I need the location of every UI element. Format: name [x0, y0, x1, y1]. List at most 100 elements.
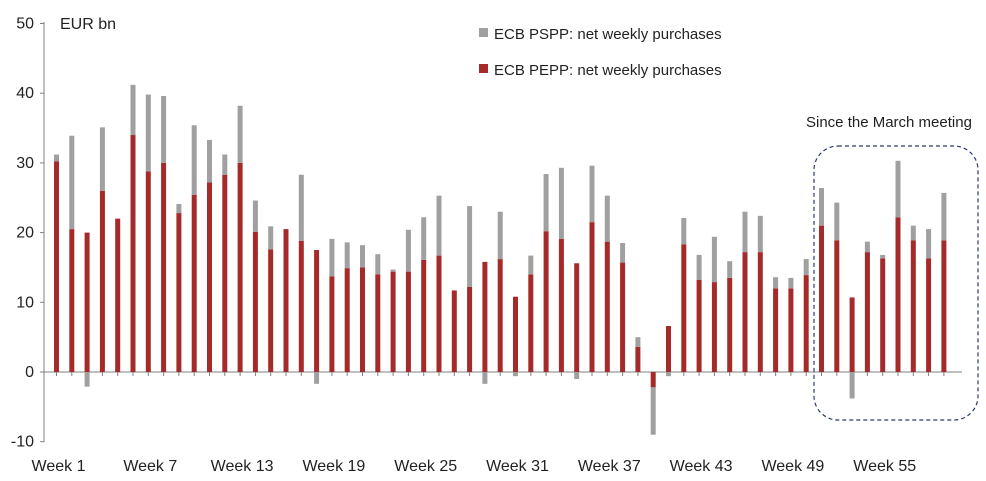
bars: [54, 84, 947, 435]
pspp-bar: [436, 195, 442, 256]
bar-week-15: [268, 226, 274, 372]
y-tick-label: 40: [16, 85, 34, 102]
bar-week-8: [161, 95, 167, 372]
pepp-bar: [650, 372, 656, 388]
pepp-bar: [54, 161, 59, 372]
bar-week-53: [849, 297, 855, 399]
pepp-bar: [604, 241, 610, 372]
pepp-bar: [176, 213, 182, 372]
pspp-bar: [222, 154, 228, 175]
y-tick-label: 30: [16, 155, 34, 172]
bar-week-34: [558, 167, 564, 372]
bar-week-6: [130, 84, 136, 372]
bar-week-25: [421, 217, 427, 372]
pspp-bar: [880, 254, 886, 259]
pspp-bar: [421, 217, 427, 260]
pspp-bar: [543, 174, 549, 232]
bar-week-32: [528, 255, 534, 372]
bar-week-41: [666, 325, 671, 377]
pspp-bar: [237, 105, 243, 163]
pepp-bar: [360, 267, 365, 372]
pspp-bar: [910, 225, 916, 241]
pepp-bar: [696, 279, 702, 372]
bar-week-24: [405, 229, 411, 372]
legend-swatch-pepp: [479, 64, 488, 73]
pepp-bar: [191, 194, 197, 372]
bar-week-54: [864, 241, 870, 372]
pepp-bar: [849, 297, 855, 372]
bar-week-27: [451, 290, 457, 372]
pspp-bar: [482, 372, 488, 384]
bar-week-36: [589, 165, 595, 372]
pspp-bar: [620, 243, 626, 263]
pepp-bar: [711, 282, 717, 372]
bar-week-18: [314, 250, 320, 384]
x-tick-label: Week 43: [670, 458, 733, 475]
bar-week-38: [620, 243, 626, 372]
pspp-bar: [941, 192, 947, 241]
bar-week-23: [390, 269, 396, 372]
pspp-bar: [819, 187, 824, 226]
pepp-bar: [910, 240, 916, 372]
pspp-bar: [926, 229, 932, 259]
pepp-bar: [513, 296, 518, 372]
bar-week-58: [926, 229, 932, 372]
pspp-bar: [207, 139, 212, 183]
pepp-bar: [329, 276, 335, 372]
pspp-bar: [864, 241, 870, 253]
bar-week-52: [834, 202, 840, 372]
pspp-bar: [390, 269, 396, 272]
pepp-bar: [880, 258, 886, 372]
bar-week-7: [145, 94, 151, 372]
y-tick-label: 50: [16, 16, 34, 33]
y-tick-label: 10: [16, 294, 34, 311]
pspp-bar: [497, 211, 503, 260]
bar-week-31: [513, 296, 518, 377]
pepp-bar: [558, 238, 564, 372]
pspp-bar: [528, 255, 534, 275]
x-tick-label: Week 25: [394, 458, 457, 475]
bar-week-26: [436, 195, 442, 372]
bar-week-43: [696, 254, 702, 372]
pepp-bar: [574, 263, 580, 372]
pepp-bar: [115, 218, 121, 372]
bar-week-4: [99, 127, 105, 372]
annotation-text: Since the March meeting: [806, 114, 972, 131]
highlight-box: [813, 145, 979, 421]
pspp-bar: [344, 242, 350, 269]
bar-week-29: [482, 261, 488, 384]
bar-week-22: [375, 254, 381, 372]
pspp-bar: [589, 165, 595, 223]
pspp-bar: [558, 167, 564, 239]
pepp-bar: [864, 252, 870, 372]
pspp-bar: [69, 135, 75, 230]
pepp-bar: [69, 229, 75, 372]
pspp-bar: [834, 202, 840, 241]
pspp-bar: [314, 372, 320, 384]
x-tick-label: Week 19: [302, 458, 365, 475]
y-axis: -10 0 10 20 30 40 50: [11, 16, 45, 451]
pepp-bar: [207, 182, 212, 372]
annotation-group: Since the March meeting: [806, 114, 979, 421]
pepp-bar: [819, 225, 824, 372]
pepp-bar: [344, 268, 350, 372]
pspp-bar: [635, 337, 641, 347]
pspp-bar: [145, 94, 151, 172]
pspp-bar: [666, 372, 671, 377]
x-tick-label: Week 55: [853, 458, 916, 475]
pepp-bar: [681, 244, 687, 372]
bar-week-11: [207, 139, 212, 372]
y-tick-label: 0: [25, 364, 34, 381]
pspp-bar: [757, 215, 763, 253]
pepp-bar: [757, 252, 763, 372]
pepp-bar: [467, 286, 473, 372]
bar-week-17: [298, 174, 304, 372]
y-axis-label: EUR bn: [60, 16, 116, 33]
pepp-bar: [145, 171, 151, 372]
x-tick-label: Week 13: [211, 458, 274, 475]
pspp-bar: [574, 372, 580, 379]
pspp-bar: [252, 200, 258, 232]
bar-week-42: [681, 217, 687, 372]
pepp-bar: [375, 274, 381, 372]
